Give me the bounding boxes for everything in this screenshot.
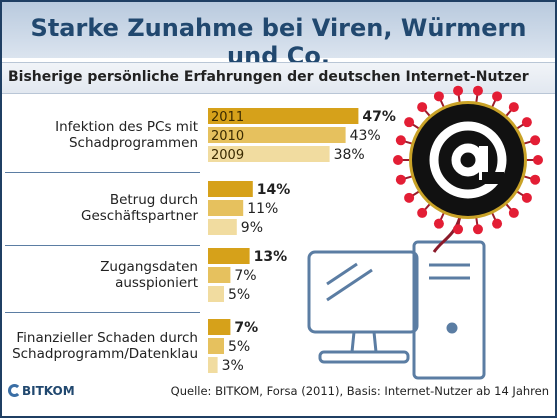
group-separator (5, 245, 200, 246)
category-label: Betrug durch Geschäftspartner (81, 192, 198, 224)
monitor-icon (307, 250, 419, 364)
bar (208, 200, 244, 216)
data-label: 47% (362, 109, 396, 125)
bar (208, 146, 330, 162)
bar (208, 267, 231, 283)
bar (208, 338, 224, 354)
data-label: 9% (241, 220, 263, 236)
category-label-line: Schadprogrammen (68, 135, 198, 151)
logo-text: BITKOM (22, 384, 75, 398)
category-label: Infektion des PCs mit Schadprogrammen (55, 119, 198, 151)
category-label-line: Schadprogramm/Datenklau (12, 346, 198, 362)
category-label: Finanzieller Schaden durch Schadprogramm/… (12, 330, 198, 362)
data-label: 3% (222, 358, 244, 374)
group-separator (5, 312, 200, 313)
category-label-line: Geschäftspartner (81, 208, 198, 224)
data-label: 11% (247, 201, 278, 217)
page-title: Starke Zunahme bei Viren, Würmern und Co… (30, 14, 527, 70)
bar (208, 319, 231, 335)
data-label: 7% (234, 320, 258, 336)
category-label-line: Infektion des PCs mit (55, 119, 198, 135)
data-label: 13% (254, 249, 288, 265)
bar (208, 108, 359, 124)
bar (208, 248, 250, 264)
source-note: Quelle: BITKOM, Forsa (2011), Basis: Int… (170, 384, 549, 398)
category-label-line: Finanzieller Schaden durch (16, 330, 198, 346)
data-label: 43% (350, 128, 381, 144)
series-label: 2010 (211, 129, 244, 144)
data-label: 38% (334, 147, 365, 163)
bitkom-logo: BITKOM (8, 384, 75, 398)
category-label-line: ausspioniert (115, 275, 198, 291)
logo-mark-icon (8, 384, 21, 397)
virus-icon (393, 85, 543, 235)
chart-subtitle: Bisherige persönliche Erfahrungen der de… (8, 69, 529, 85)
category-label: Zugangsdaten ausspioniert (100, 259, 198, 291)
pc-tower-icon (412, 240, 486, 380)
title-band (2, 2, 555, 58)
series-label: 2011 (211, 110, 244, 125)
bar (208, 181, 253, 197)
data-label: 14% (257, 182, 291, 198)
subtitle-bar: Bisherige persönliche Erfahrungen der de… (2, 62, 555, 94)
group-separator (5, 172, 200, 173)
series-label: 2009 (211, 148, 244, 163)
category-label-line: Betrug durch (109, 192, 198, 208)
bar (208, 127, 346, 143)
data-label: 5% (228, 287, 250, 303)
category-label-line: Zugangsdaten (100, 259, 198, 275)
data-label: 7% (234, 268, 256, 284)
bar (208, 357, 218, 373)
bar (208, 286, 224, 302)
data-label: 5% (228, 339, 250, 355)
bar (208, 219, 237, 235)
